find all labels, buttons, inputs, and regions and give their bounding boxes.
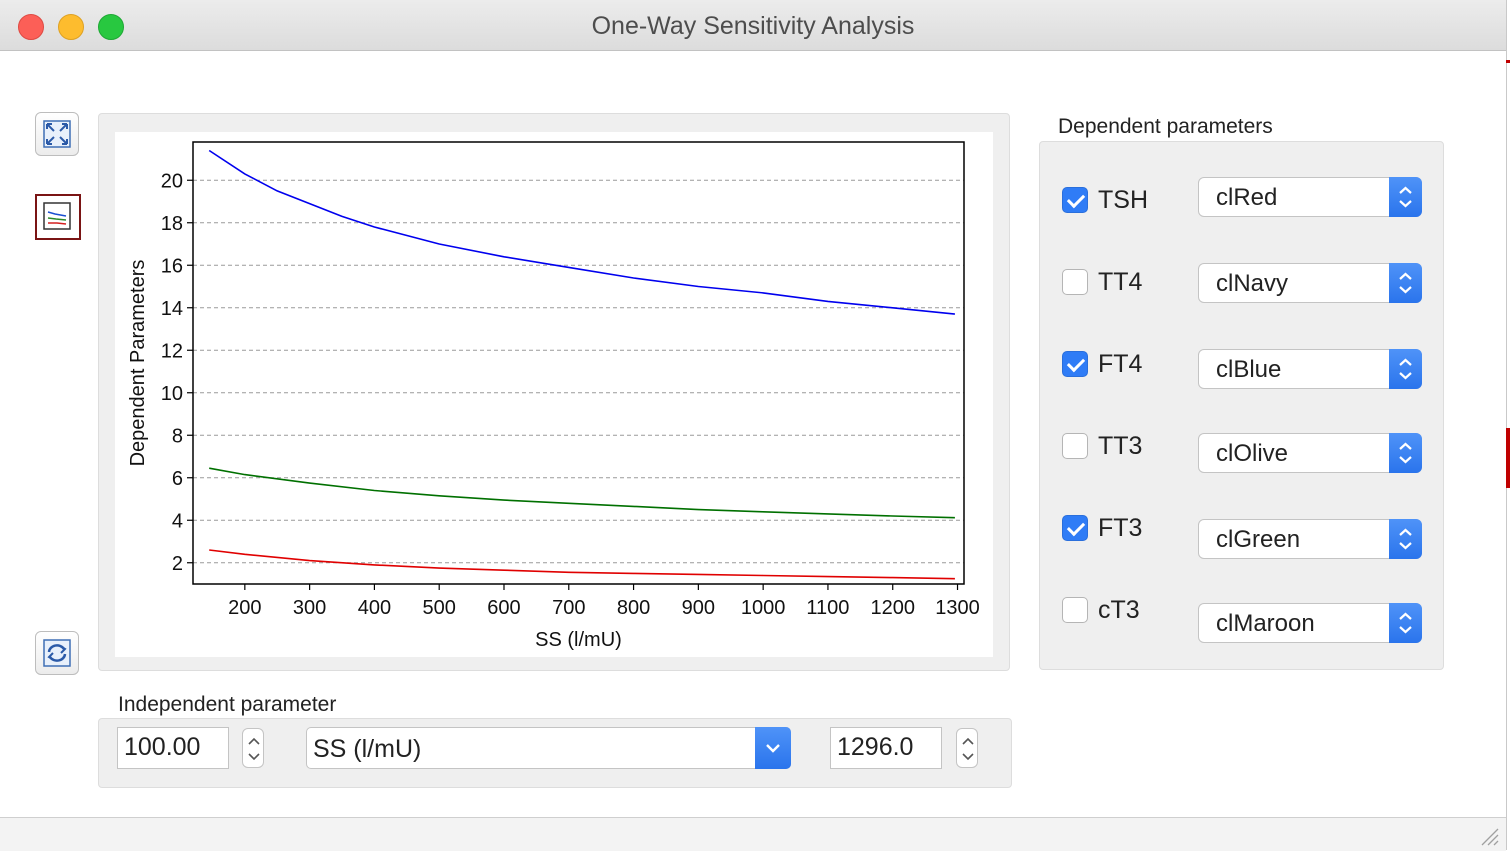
chevron-down-icon (755, 727, 791, 769)
resize-grip-icon[interactable] (1478, 825, 1500, 847)
y-tick-label: 12 (161, 340, 183, 362)
chevron-updown-icon (1389, 177, 1422, 217)
tsh-label: TSH (1098, 186, 1148, 214)
y-tick-label: 14 (161, 298, 183, 320)
y-tick-label: 18 (161, 213, 183, 235)
tt4-label: TT4 (1098, 268, 1143, 296)
ft4-color-value: clBlue (1216, 356, 1282, 383)
x-tick-label: 800 (617, 597, 650, 619)
x-tick-label: 600 (487, 597, 520, 619)
graph-view-button[interactable] (35, 194, 81, 240)
independent-parameter-value: SS (l/mU) (313, 735, 422, 763)
chevron-updown-icon (1389, 263, 1422, 303)
stepper-arrows-icon (248, 737, 260, 761)
y-tick-label: 8 (172, 425, 183, 447)
tt4-color-select[interactable]: clNavy (1198, 263, 1422, 303)
chevron-updown-icon (1389, 433, 1422, 473)
tt3-color-select[interactable]: clOlive (1198, 433, 1422, 473)
tt3-color-value: clOlive (1216, 440, 1289, 467)
minimize-window-button[interactable] (58, 14, 84, 40)
ct3-color-select[interactable]: clMaroon (1198, 603, 1422, 643)
tt4-checkbox[interactable] (1062, 269, 1088, 295)
max-value-field[interactable]: 1296.0 (830, 727, 942, 769)
ct3-color-value: clMaroon (1216, 610, 1315, 637)
ft3-label: FT3 (1098, 514, 1143, 542)
ft4-checkbox[interactable] (1062, 351, 1088, 377)
x-axis-label: SS (l/mU) (535, 629, 622, 651)
dependent-parameters-panel (1039, 141, 1444, 670)
x-tick-label: 900 (682, 597, 715, 619)
status-bar (0, 817, 1506, 851)
dependent-parameters-label: Dependent parameters (1058, 115, 1273, 138)
plot-frame (192, 141, 965, 585)
ft3-checkbox[interactable] (1062, 515, 1088, 541)
close-window-button[interactable] (18, 14, 44, 40)
ft4-color-select[interactable]: clBlue (1198, 349, 1422, 389)
ft3-color-select[interactable]: clGreen (1198, 519, 1422, 559)
graph-icon (43, 202, 71, 230)
independent-parameter-select[interactable]: SS (l/mU) (306, 727, 791, 769)
x-tick-label: 1100 (806, 597, 849, 619)
x-tick-label: 700 (552, 597, 585, 619)
independent-parameter-label: Independent parameter (118, 693, 337, 716)
y-tick-label: 10 (161, 383, 183, 405)
ft3-color-value: clGreen (1216, 526, 1301, 553)
max-value-stepper[interactable] (956, 728, 978, 768)
chevron-updown-icon (1389, 349, 1422, 389)
ct3-label: cT3 (1098, 596, 1140, 624)
x-tick-label: 400 (358, 597, 391, 619)
series-line-0 (208, 149, 955, 315)
x-tick-label: 200 (228, 597, 261, 619)
x-tick-label: 1000 (741, 597, 786, 619)
y-tick-label: 6 (172, 468, 183, 490)
series-line-2 (209, 549, 955, 580)
x-tick-label: 500 (423, 597, 456, 619)
tsh-color-value: clRed (1216, 184, 1278, 211)
series-line-1 (209, 467, 955, 519)
tt3-checkbox[interactable] (1062, 433, 1088, 459)
ft4-label: FT4 (1098, 350, 1143, 378)
edge-artifact (1506, 428, 1510, 488)
refresh-icon (43, 639, 71, 667)
chart-area: 2 4 6 8 10 12 14 16 18 20 200 300 400 500 600 700 800 900… (115, 132, 993, 657)
fullscreen-icon (43, 120, 71, 148)
edge-artifact (1506, 60, 1510, 63)
x-tick-label: 1200 (870, 597, 915, 619)
chevron-updown-icon (1389, 603, 1422, 643)
refresh-button[interactable] (35, 631, 79, 675)
tsh-checkbox[interactable] (1062, 187, 1088, 213)
x-tick-label: 300 (293, 597, 326, 619)
y-tick-label: 20 (161, 170, 183, 192)
ct3-checkbox[interactable] (1062, 597, 1088, 623)
x-tick-label: 1300 (935, 597, 980, 619)
window-title: One-Way Sensitivity Analysis (591, 12, 915, 40)
tt3-label: TT3 (1098, 432, 1143, 460)
chevron-updown-icon (1389, 519, 1422, 559)
title-bar: One-Way Sensitivity Analysis (0, 0, 1506, 51)
fullscreen-button[interactable] (35, 112, 79, 156)
sensitivity-chart: 2 4 6 8 10 12 14 16 18 20 200 300 400 500 600 700 800 900… (127, 141, 980, 651)
tt4-color-value: clNavy (1216, 270, 1289, 297)
y-axis-label: Dependent Parameters (127, 260, 149, 467)
y-tick-label: 4 (172, 510, 183, 532)
min-value-field[interactable]: 100.00 (117, 727, 229, 769)
zoom-window-button[interactable] (98, 14, 124, 40)
tsh-color-select[interactable]: clRed (1198, 177, 1422, 217)
y-tick-label: 16 (161, 255, 183, 277)
stepper-arrows-icon (962, 737, 974, 761)
min-value-stepper[interactable] (242, 728, 264, 768)
y-tick-label: 2 (172, 553, 183, 575)
